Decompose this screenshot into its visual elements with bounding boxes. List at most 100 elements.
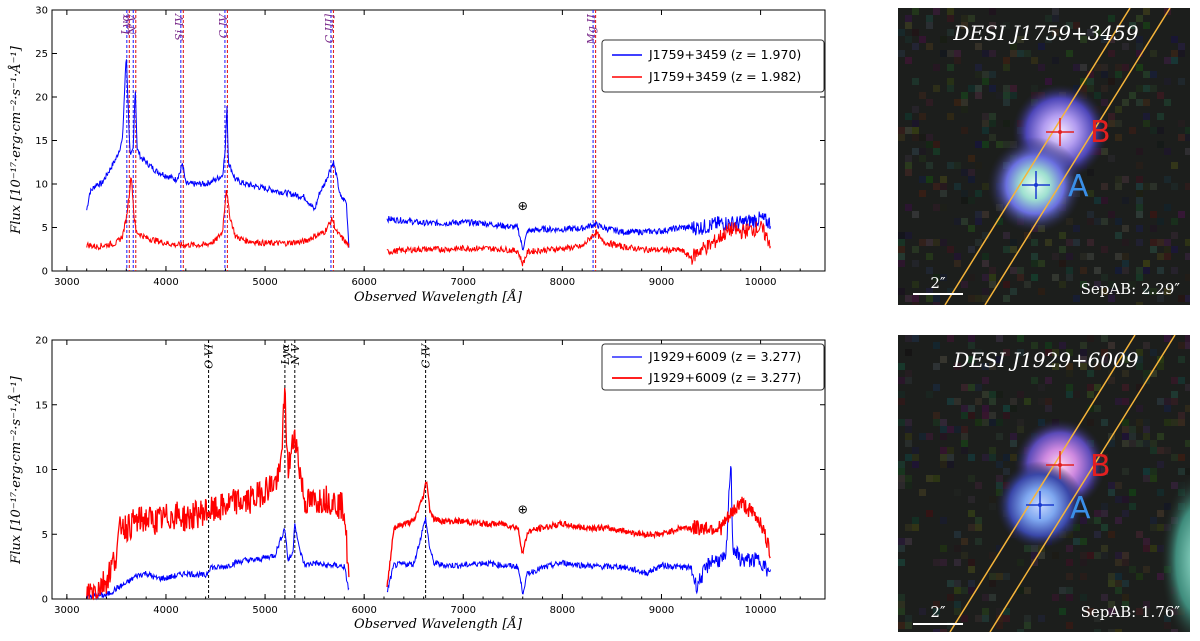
noise-pixel (947, 580, 954, 587)
spectrum-line-red (386, 220, 771, 267)
noise-pixel (1080, 552, 1087, 559)
noise-pixel (1150, 183, 1157, 190)
noise-pixel (1094, 218, 1101, 225)
x-tick-label: 10000 (745, 605, 777, 616)
noise-pixel (912, 211, 919, 218)
noise-pixel (1045, 15, 1052, 22)
noise-pixel (975, 349, 982, 356)
noise-pixel (1052, 552, 1059, 559)
noise-pixel (905, 295, 912, 302)
x-tick-label: 7000 (451, 277, 476, 288)
noise-pixel (968, 412, 975, 419)
noise-pixel (961, 106, 968, 113)
quasar-a-marker (1022, 171, 1050, 199)
noise-pixel (1157, 573, 1164, 580)
noise-pixel (926, 288, 933, 295)
noise-pixel (1143, 433, 1150, 440)
noise-pixel (1080, 538, 1087, 545)
label-a: A (1070, 491, 1091, 526)
noise-pixel (1129, 426, 1136, 433)
noise-pixel (912, 120, 919, 127)
noise-pixel (996, 461, 1003, 468)
noise-pixel (961, 552, 968, 559)
noise-pixel (1178, 356, 1185, 363)
noise-pixel (933, 363, 940, 370)
noise-pixel (898, 377, 905, 384)
noise-pixel (989, 22, 996, 29)
noise-pixel (1087, 419, 1094, 426)
noise-pixel (954, 601, 961, 608)
neighbour-galaxy (1160, 472, 1190, 632)
noise-pixel (989, 447, 996, 454)
noise-pixel (982, 391, 989, 398)
noise-pixel (898, 622, 905, 629)
noise-pixel (1038, 384, 1045, 391)
noise-pixel (975, 162, 982, 169)
y-tick-label: 30 (35, 6, 48, 17)
noise-pixel (1073, 538, 1080, 545)
noise-pixel (968, 342, 975, 349)
noise-pixel (1066, 370, 1073, 377)
line-marker-label: Lyα (279, 343, 292, 365)
noise-pixel (905, 15, 912, 22)
noise-pixel (940, 447, 947, 454)
noise-pixel (1164, 57, 1171, 64)
spectrum-series (86, 59, 771, 267)
noise-pixel (1080, 594, 1087, 601)
noise-pixel (1185, 468, 1190, 475)
noise-pixel (1101, 503, 1108, 510)
noise-pixel (926, 433, 933, 440)
label-a: A (1068, 169, 1089, 204)
noise-pixel (1136, 162, 1143, 169)
noise-pixel (975, 517, 982, 524)
noise-pixel (1080, 356, 1087, 363)
noise-pixel (1129, 281, 1136, 288)
noise-pixel (1136, 176, 1143, 183)
legend: J1759+3459 (z = 1.970) J1759+3459 (z = 1… (601, 39, 825, 93)
separation-label: SepAB: 1.76″ (1081, 603, 1181, 621)
spectrum-line-blue (386, 211, 771, 251)
noise-pixel (954, 50, 961, 57)
noise-pixel (1115, 134, 1122, 141)
noise-pixel (898, 391, 905, 398)
noise-pixel (968, 496, 975, 503)
noise-pixel (996, 356, 1003, 363)
y-tick-label: 0 (42, 267, 48, 278)
noise-pixel (1122, 64, 1129, 71)
noise-pixel (1115, 106, 1122, 113)
noise-pixel (947, 447, 954, 454)
noise-pixel (1136, 363, 1143, 370)
noise-pixel (1045, 239, 1052, 246)
noise-pixel (968, 295, 975, 302)
noise-pixel (1136, 573, 1143, 580)
noise-pixel (940, 176, 947, 183)
legend: J1929+6009 (z = 3.277) J1929+6009 (z = 3… (601, 343, 825, 391)
noise-pixel (1108, 377, 1115, 384)
noise-pixel (1136, 15, 1143, 22)
noise-pixel (989, 496, 996, 503)
noise-pixel (1143, 120, 1150, 127)
image-noise (898, 8, 1190, 305)
noise-pixel (968, 85, 975, 92)
noise-pixel (898, 545, 905, 552)
noise-pixel (968, 197, 975, 204)
noise-pixel (1115, 398, 1122, 405)
noise-pixel (1136, 197, 1143, 204)
noise-pixel (989, 71, 996, 78)
x-axis-label: Observed Wavelength [Å] (354, 616, 523, 632)
noise-pixel (905, 127, 912, 134)
noise-pixel (933, 601, 940, 608)
legend-entry-1: J1929+6009 (z = 3.277) (648, 349, 801, 364)
noise-pixel (912, 148, 919, 155)
noise-pixel (1101, 246, 1108, 253)
noise-pixel (1122, 239, 1129, 246)
noise-pixel (1038, 398, 1045, 405)
noise-pixel (905, 22, 912, 29)
noise-pixel (1129, 22, 1136, 29)
noise-pixel (947, 64, 954, 71)
noise-pixel (1122, 601, 1129, 608)
noise-pixel (898, 253, 905, 260)
noise-pixel (905, 440, 912, 447)
noise-pixel (1143, 85, 1150, 92)
noise-pixel (1115, 183, 1122, 190)
